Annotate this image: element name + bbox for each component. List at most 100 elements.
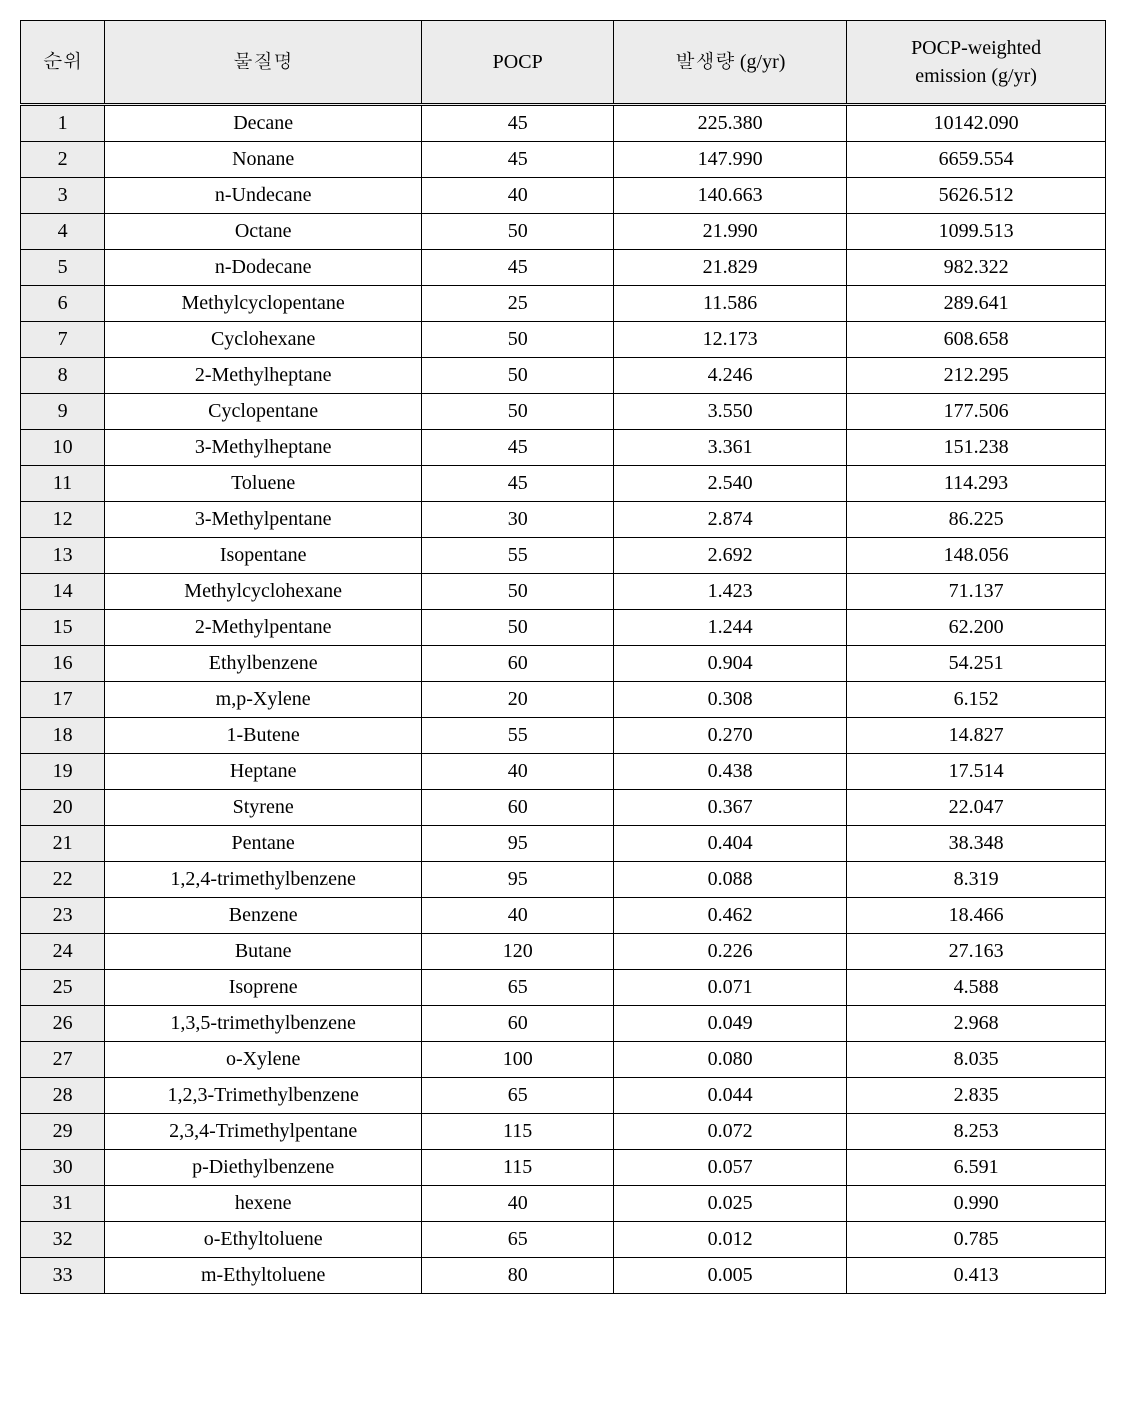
cell-pocp: 60: [422, 790, 614, 826]
cell-name: Nonane: [105, 142, 422, 178]
table-row: 181-Butene550.27014.827: [21, 718, 1106, 754]
table-row: 5n-Dodecane4521.829982.322: [21, 250, 1106, 286]
table-row: 103-Methylheptane453.361151.238: [21, 430, 1106, 466]
table-row: 13Isopentane552.692148.056: [21, 538, 1106, 574]
cell-weighted: 0.990: [847, 1186, 1106, 1222]
table-row: 3n-Undecane40140.6635626.512: [21, 178, 1106, 214]
cell-weighted: 10142.090: [847, 105, 1106, 142]
cell-weighted: 27.163: [847, 934, 1106, 970]
table-row: 32o-Ethyltoluene650.0120.785: [21, 1222, 1106, 1258]
cell-emission: 0.462: [614, 898, 847, 934]
cell-rank: 9: [21, 394, 105, 430]
cell-weighted: 14.827: [847, 718, 1106, 754]
cell-weighted: 8.035: [847, 1042, 1106, 1078]
cell-name: Octane: [105, 214, 422, 250]
cell-rank: 14: [21, 574, 105, 610]
cell-pocp: 60: [422, 1006, 614, 1042]
cell-rank: 2: [21, 142, 105, 178]
cell-name: Heptane: [105, 754, 422, 790]
table-row: 123-Methylpentane302.87486.225: [21, 502, 1106, 538]
col-rank: 순위: [21, 21, 105, 105]
cell-name: Pentane: [105, 826, 422, 862]
cell-pocp: 55: [422, 718, 614, 754]
table-header: 순위 물질명 POCP 발생량 (g/yr) POCP-weightedemis…: [21, 21, 1106, 105]
table-row: 1Decane45225.38010142.090: [21, 105, 1106, 142]
cell-rank: 11: [21, 466, 105, 502]
cell-name: n-Undecane: [105, 178, 422, 214]
cell-pocp: 45: [422, 250, 614, 286]
table-row: 9Cyclopentane503.550177.506: [21, 394, 1106, 430]
cell-rank: 16: [21, 646, 105, 682]
cell-pocp: 50: [422, 214, 614, 250]
cell-name: Isoprene: [105, 970, 422, 1006]
table-row: 292,3,4-Trimethylpentane1150.0728.253: [21, 1114, 1106, 1150]
table-row: 31hexene400.0250.990: [21, 1186, 1106, 1222]
cell-emission: 0.044: [614, 1078, 847, 1114]
cell-pocp: 65: [422, 1078, 614, 1114]
cell-rank: 25: [21, 970, 105, 1006]
cell-emission: 0.367: [614, 790, 847, 826]
cell-pocp: 80: [422, 1258, 614, 1294]
cell-rank: 21: [21, 826, 105, 862]
table-row: 7Cyclohexane5012.173608.658: [21, 322, 1106, 358]
cell-rank: 30: [21, 1150, 105, 1186]
cell-pocp: 40: [422, 898, 614, 934]
cell-emission: 2.874: [614, 502, 847, 538]
col-weighted: POCP-weightedemission (g/yr): [847, 21, 1106, 105]
cell-weighted: 62.200: [847, 610, 1106, 646]
cell-pocp: 50: [422, 574, 614, 610]
cell-weighted: 289.641: [847, 286, 1106, 322]
cell-rank: 23: [21, 898, 105, 934]
table-row: 152-Methylpentane501.24462.200: [21, 610, 1106, 646]
table-row: 30p-Diethylbenzene1150.0576.591: [21, 1150, 1106, 1186]
cell-weighted: 151.238: [847, 430, 1106, 466]
cell-pocp: 120: [422, 934, 614, 970]
cell-name: 2-Methylheptane: [105, 358, 422, 394]
cell-pocp: 50: [422, 358, 614, 394]
cell-pocp: 60: [422, 646, 614, 682]
cell-weighted: 18.466: [847, 898, 1106, 934]
cell-emission: 2.692: [614, 538, 847, 574]
cell-weighted: 38.348: [847, 826, 1106, 862]
cell-weighted: 5626.512: [847, 178, 1106, 214]
cell-pocp: 95: [422, 862, 614, 898]
cell-weighted: 4.588: [847, 970, 1106, 1006]
cell-emission: 0.049: [614, 1006, 847, 1042]
table-row: 24Butane1200.22627.163: [21, 934, 1106, 970]
table-body: 1Decane45225.38010142.0902Nonane45147.99…: [21, 105, 1106, 1294]
cell-pocp: 50: [422, 394, 614, 430]
cell-rank: 20: [21, 790, 105, 826]
cell-emission: 12.173: [614, 322, 847, 358]
cell-emission: 0.088: [614, 862, 847, 898]
cell-rank: 17: [21, 682, 105, 718]
cell-weighted: 2.968: [847, 1006, 1106, 1042]
cell-rank: 18: [21, 718, 105, 754]
cell-emission: 3.361: [614, 430, 847, 466]
cell-name: Isopentane: [105, 538, 422, 574]
cell-rank: 4: [21, 214, 105, 250]
cell-pocp: 65: [422, 1222, 614, 1258]
cell-rank: 10: [21, 430, 105, 466]
cell-rank: 29: [21, 1114, 105, 1150]
cell-weighted: 54.251: [847, 646, 1106, 682]
table-row: 25Isoprene650.0714.588: [21, 970, 1106, 1006]
cell-rank: 1: [21, 105, 105, 142]
cell-rank: 12: [21, 502, 105, 538]
cell-emission: 21.990: [614, 214, 847, 250]
cell-pocp: 50: [422, 322, 614, 358]
cell-name: Benzene: [105, 898, 422, 934]
table-row: 281,2,3-Trimethylbenzene650.0442.835: [21, 1078, 1106, 1114]
cell-name: 2,3,4-Trimethylpentane: [105, 1114, 422, 1150]
cell-name: p-Diethylbenzene: [105, 1150, 422, 1186]
cell-rank: 15: [21, 610, 105, 646]
cell-pocp: 40: [422, 178, 614, 214]
cell-name: Ethylbenzene: [105, 646, 422, 682]
cell-name: 1-Butene: [105, 718, 422, 754]
table-row: 11Toluene452.540114.293: [21, 466, 1106, 502]
table-row: 17m,p-Xylene200.3086.152: [21, 682, 1106, 718]
cell-rank: 6: [21, 286, 105, 322]
table-row: 23Benzene400.46218.466: [21, 898, 1106, 934]
cell-emission: 11.586: [614, 286, 847, 322]
table-row: 6Methylcyclopentane2511.586289.641: [21, 286, 1106, 322]
cell-name: hexene: [105, 1186, 422, 1222]
